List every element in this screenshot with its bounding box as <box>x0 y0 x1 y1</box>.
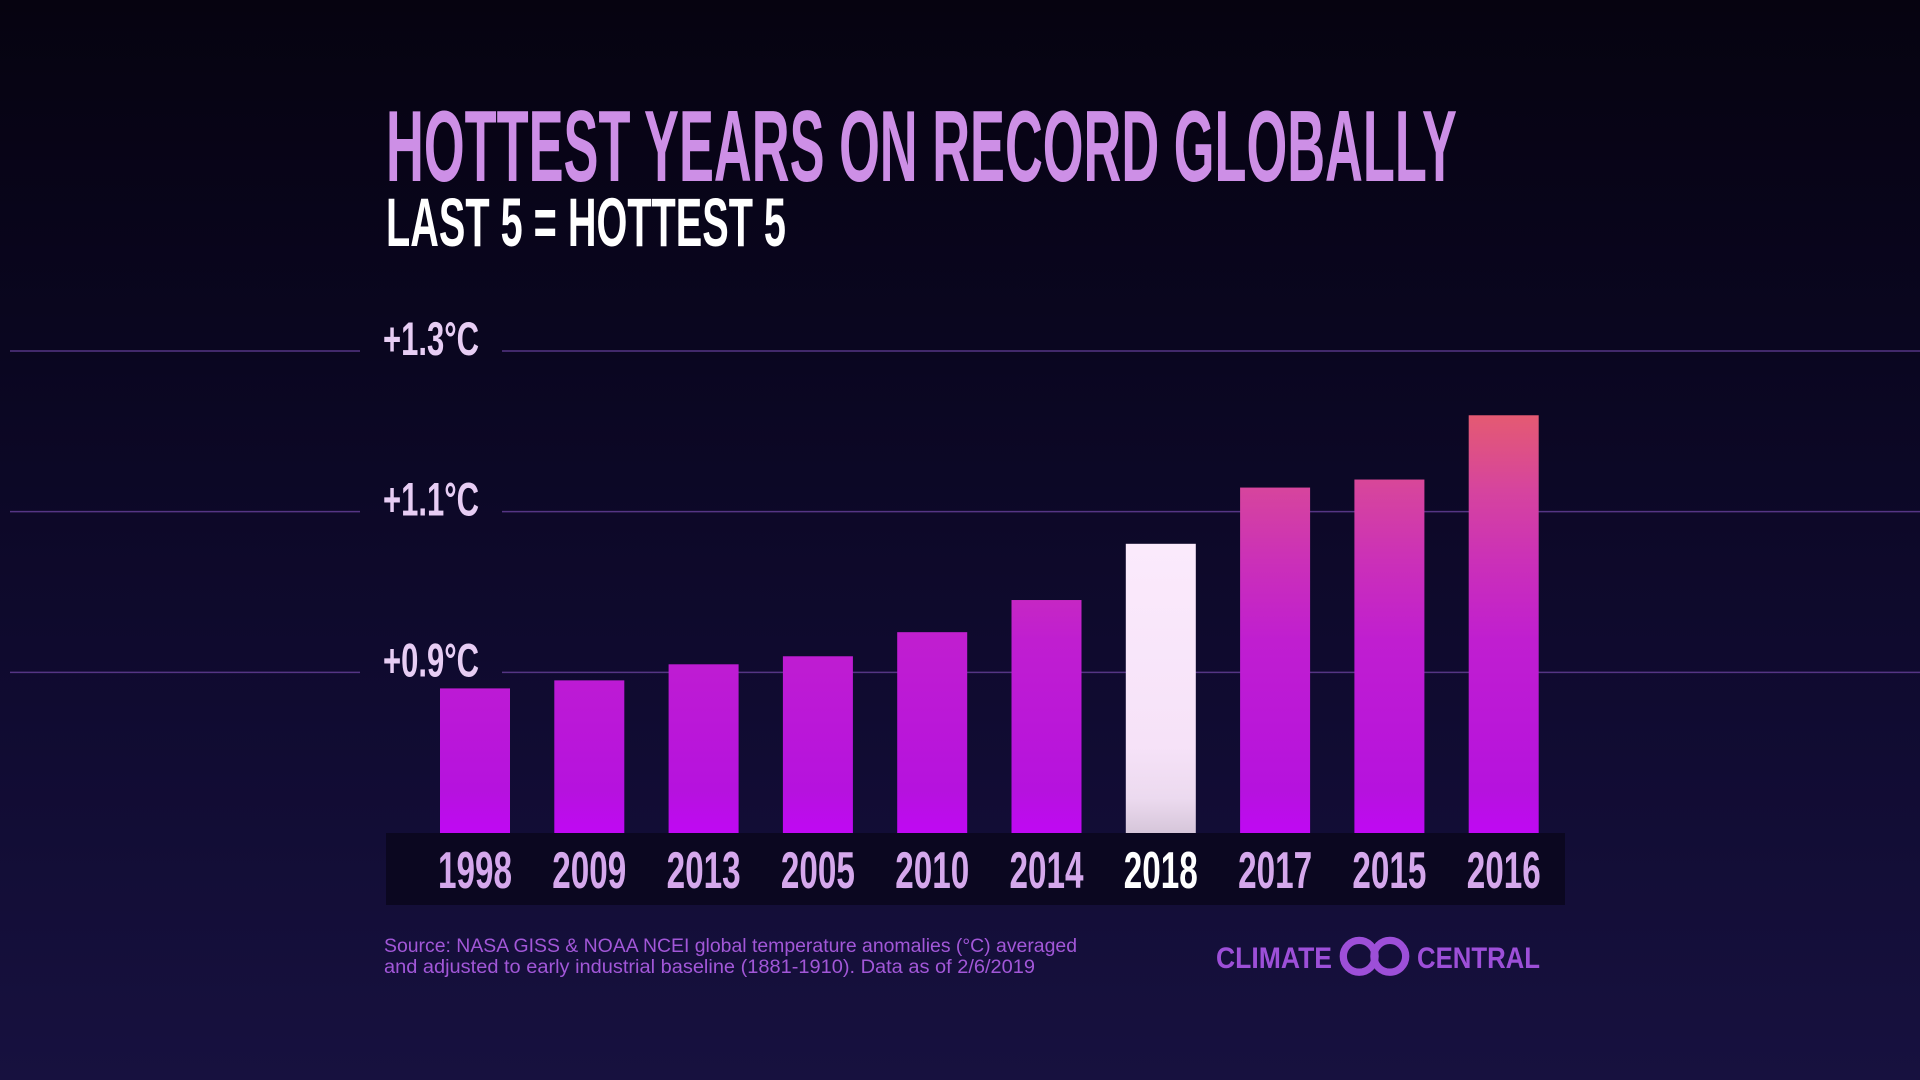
chart-title: HOTTEST YEARS ON RECORD GLOBALLY <box>386 91 1457 203</box>
bar-2017 <box>1240 487 1311 833</box>
source-note-line-2: and adjusted to early industrial baselin… <box>384 957 1035 978</box>
bar-series <box>440 415 1539 833</box>
bar-2016 <box>1468 415 1539 833</box>
gridlines <box>10 350 1920 674</box>
year-label-2013: 2013 <box>667 842 741 900</box>
chart-subtitle: LAST 5 = HOTTEST 5 <box>386 184 786 261</box>
year-label-2016: 2016 <box>1467 842 1541 900</box>
year-label-2014: 2014 <box>1010 842 1084 900</box>
logo-ring-right <box>1370 936 1410 976</box>
bar-2005 <box>782 656 853 833</box>
x-axis-label-band <box>386 833 1565 905</box>
source-note-line-1: Source: NASA GISS & NOAA NCEI global tem… <box>384 936 1077 957</box>
y-tick-label-0-9: +0.9°C <box>383 633 479 686</box>
bar-2010 <box>897 632 968 833</box>
logo-word-central: CENTRAL <box>1417 942 1540 975</box>
year-label-2017: 2017 <box>1238 842 1312 900</box>
bar-2013 <box>668 664 739 833</box>
bar-2009 <box>554 680 625 833</box>
year-label-1998: 1998 <box>438 842 512 900</box>
x-axis-tick-labels: 1998 2009 2013 2005 2010 2014 2018 2017 2015 2016 <box>438 842 1541 900</box>
year-label-2009: 2009 <box>552 842 626 900</box>
year-label-2018: 2018 <box>1124 842 1198 900</box>
y-axis-tick-labels: +1.3°C +1.1°C +0.9°C <box>383 312 479 686</box>
logo-word-climate: CLIMATE <box>1216 942 1332 975</box>
year-label-2005: 2005 <box>781 842 855 900</box>
bar-1998 <box>440 688 510 833</box>
bar-2018 <box>1125 543 1196 833</box>
bar-2014 <box>1011 600 1082 833</box>
y-tick-label-1-1: +1.1°C <box>383 473 479 526</box>
climate-central-logo: CLIMATE CENTRAL <box>1216 936 1540 976</box>
year-label-2010: 2010 <box>895 842 969 900</box>
year-label-2015: 2015 <box>1352 842 1426 900</box>
bar-2015 <box>1354 479 1425 833</box>
y-tick-label-1-3: +1.3°C <box>383 312 479 365</box>
interlocking-rings-icon <box>1339 936 1410 976</box>
